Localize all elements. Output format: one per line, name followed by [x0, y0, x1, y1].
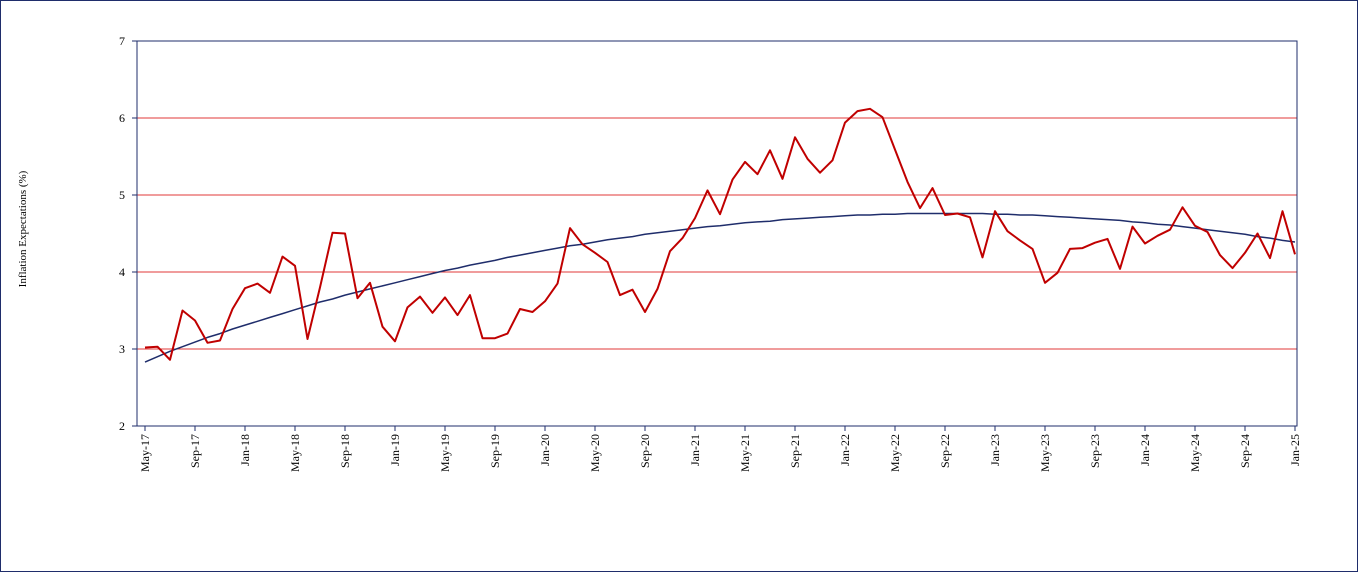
- x-tick-label: May-17: [138, 434, 152, 472]
- y-tick-label: 5: [119, 188, 125, 202]
- x-tick-label: Jan-18: [238, 434, 252, 466]
- x-tick-label: Jan-25: [1288, 434, 1302, 466]
- x-tick-label: May-23: [1038, 434, 1052, 472]
- x-axis: May-17 Sep-17 Jan-18 May-18 Sep-18 Jan-19 May-…: [138, 426, 1302, 472]
- gridlines: [137, 117, 1297, 350]
- x-tick-label: Jan-20: [538, 434, 552, 466]
- x-tick-label: May-18: [288, 434, 302, 472]
- x-tick-label: Jan-24: [1138, 434, 1152, 466]
- series-layer: [144, 107, 1296, 363]
- x-tick-label: May-19: [438, 434, 452, 472]
- x-tick-label: Sep-22: [938, 434, 952, 468]
- x-tick-label: Sep-24: [1238, 434, 1252, 468]
- y-axis: 2 3 4 5 6 7: [119, 34, 137, 433]
- y-tick-label: 3: [119, 342, 125, 356]
- x-tick-label: Sep-19: [488, 434, 502, 468]
- x-tick-label: Sep-18: [338, 434, 352, 468]
- x-tick-label: Sep-17: [188, 434, 202, 468]
- y-tick-label: 4: [119, 265, 125, 279]
- x-tick-label: Jan-23: [988, 434, 1002, 466]
- y-tick-label: 2: [119, 419, 125, 433]
- x-tick-label: Sep-23: [1088, 434, 1102, 468]
- x-tick-label: May-24: [1188, 434, 1202, 472]
- plot-area: [136, 40, 1298, 427]
- x-tick-label: May-21: [738, 434, 752, 472]
- x-tick-label: May-20: [588, 434, 602, 472]
- x-tick-label: May-22: [888, 434, 902, 472]
- y-axis-title: Inflation Expectations (%): [17, 170, 29, 287]
- x-tick-label: Sep-20: [638, 434, 652, 468]
- x-tick-label: Jan-22: [838, 434, 852, 466]
- y-tick-label: 7: [119, 34, 125, 48]
- x-tick-label: Sep-21: [788, 434, 802, 468]
- series-line-actual: [144, 107, 1296, 361]
- series-line-trend: [144, 212, 1296, 363]
- x-tick-label: Jan-21: [688, 434, 702, 466]
- y-tick-label: 6: [119, 111, 125, 125]
- x-tick-label: Jan-19: [388, 434, 402, 466]
